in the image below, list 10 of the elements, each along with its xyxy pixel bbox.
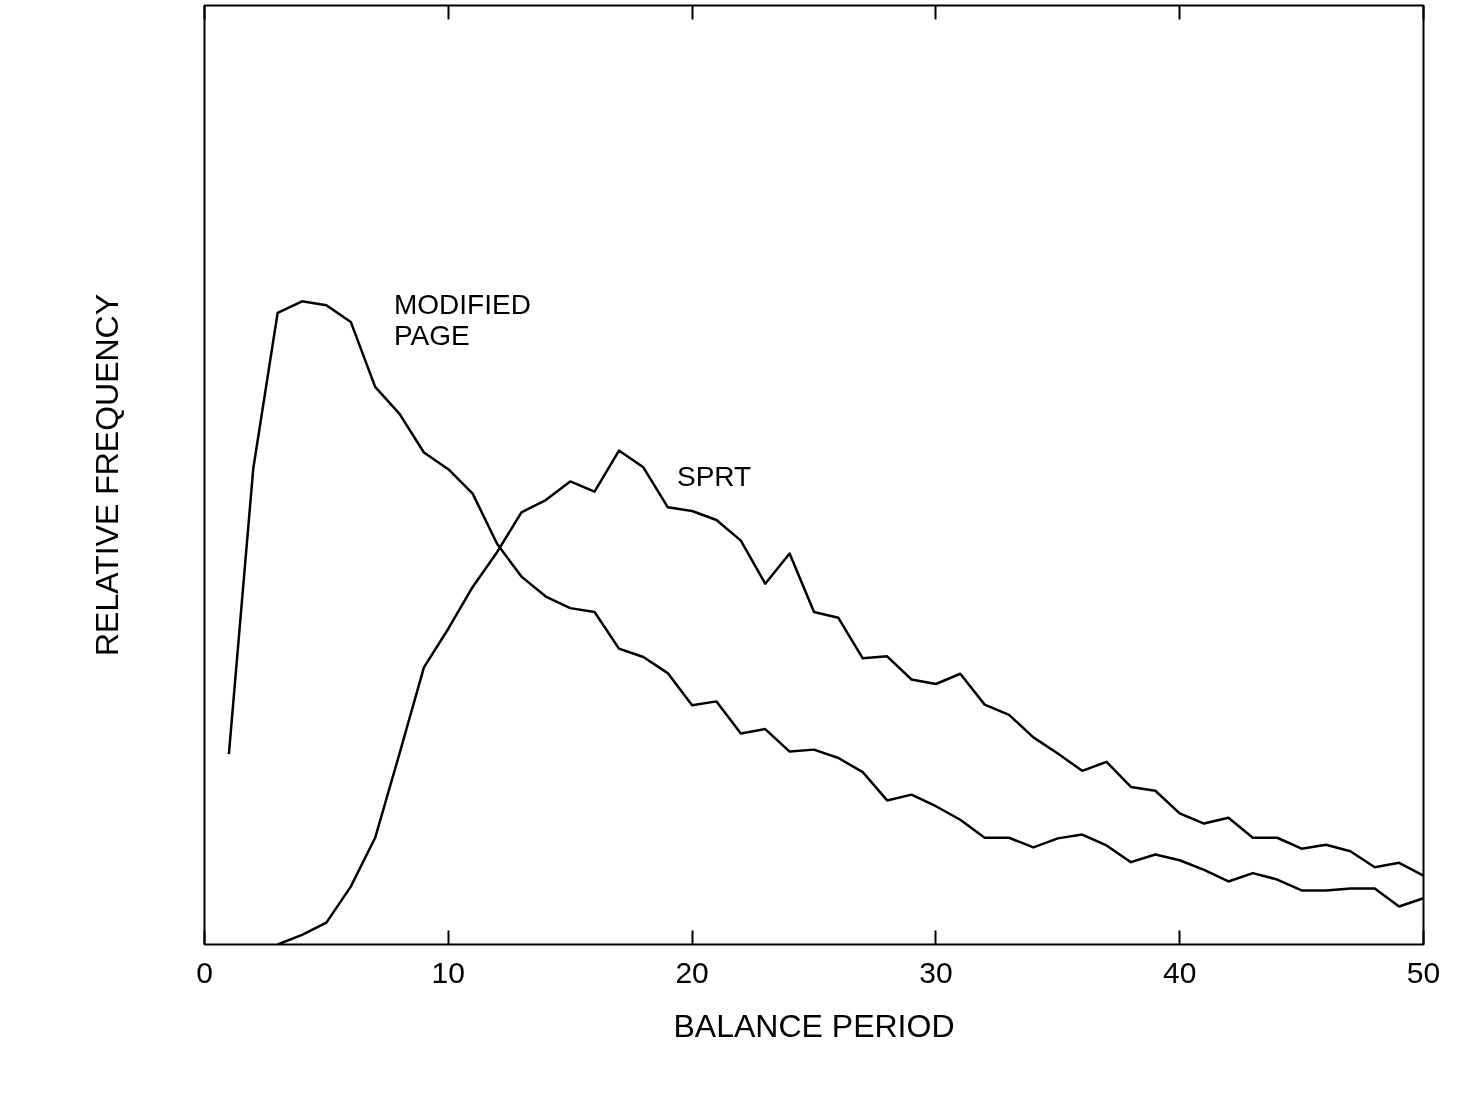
x-tick-label: 50	[1406, 955, 1441, 989]
series-label: SPRT	[676, 460, 752, 492]
x-tick-label: 0	[196, 955, 213, 989]
x-tick-label: 10	[431, 955, 465, 989]
series-label: MODIFIED PAGE	[394, 289, 531, 352]
x-tick-label: 30	[919, 955, 953, 989]
x-tick-label: 40	[1163, 955, 1197, 989]
y-axis-title: RELATIVE FREQUENCY	[88, 293, 125, 657]
x-tick-label: 20	[675, 955, 709, 989]
x-axis-title: BALANCE PERIOD	[673, 1007, 955, 1044]
